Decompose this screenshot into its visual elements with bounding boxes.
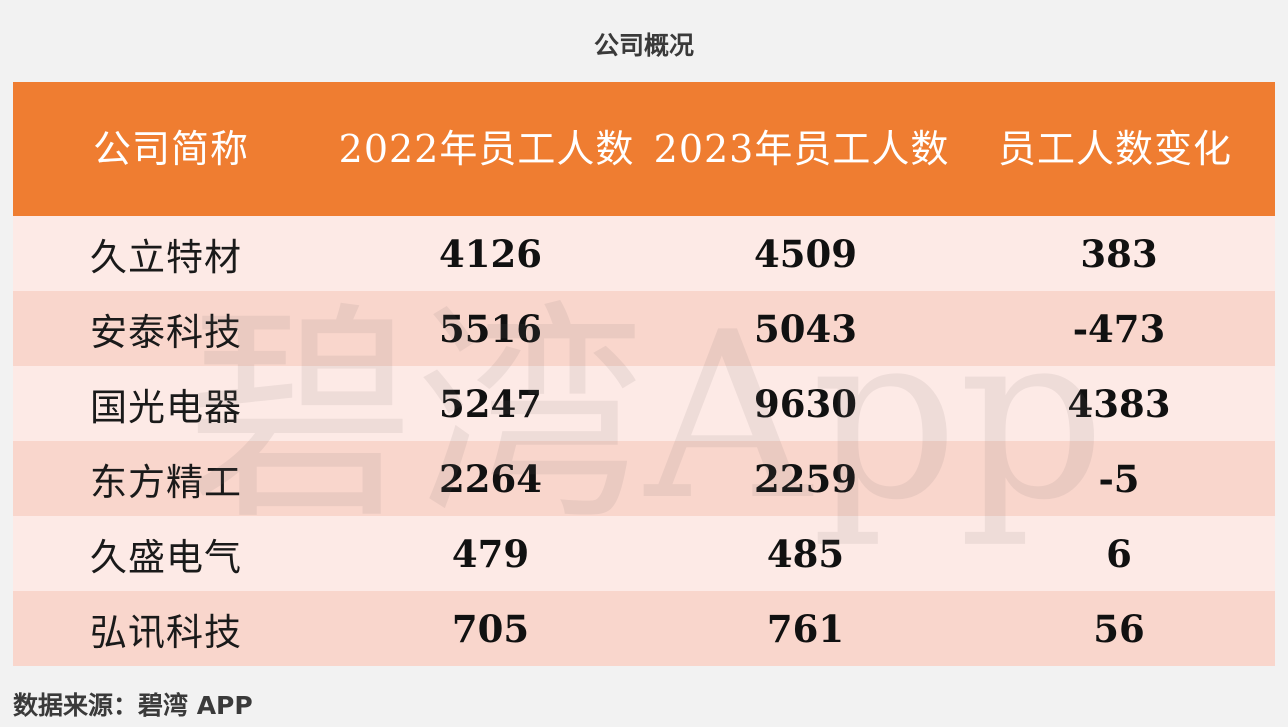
header-2023-employees: 2023年员工人数 <box>653 127 950 171</box>
company-name-cell: 国光电器 <box>90 385 242 429</box>
employee-change-cell: 4383 <box>1067 381 1171 426</box>
employees-2023-cell: 761 <box>766 606 845 651</box>
data-table: 公司简称 2022年员工人数 2023年员工人数 员工人数变化 久立特材 412… <box>13 82 1275 666</box>
employee-change-cell: 56 <box>1093 606 1145 651</box>
header-employee-change: 员工人数变化 <box>997 127 1232 171</box>
employees-2023-cell: 5043 <box>754 306 857 351</box>
header-2022-employees: 2022年员工人数 <box>338 127 635 171</box>
company-name-cell: 安泰科技 <box>90 310 242 354</box>
table-row: 久立特材 4126 4509 383 <box>13 216 1275 291</box>
table-row: 久盛电气 479 485 6 <box>13 516 1275 591</box>
employee-change-cell: 383 <box>1080 231 1158 276</box>
company-name-cell: 东方精工 <box>90 460 242 504</box>
employees-2023-cell: 2259 <box>754 456 857 501</box>
employees-2022-cell: 5516 <box>439 306 542 351</box>
data-source-note: 数据来源：碧湾 APP <box>13 691 253 720</box>
table-header-row: 公司简称 2022年员工人数 2023年员工人数 员工人数变化 <box>13 82 1275 216</box>
company-name-cell: 弘讯科技 <box>90 610 242 654</box>
company-name-cell: 久盛电气 <box>90 535 242 579</box>
employees-2022-cell: 2264 <box>439 456 542 501</box>
employees-2022-cell: 479 <box>451 531 530 576</box>
employee-change-cell: -5 <box>1098 456 1140 501</box>
employees-2023-cell: 9630 <box>754 381 857 426</box>
employees-2022-cell: 4126 <box>439 231 542 276</box>
table-row: 弘讯科技 705 761 56 <box>13 591 1275 666</box>
table-row: 国光电器 5247 9630 4383 <box>13 366 1275 441</box>
employees-2023-cell: 4509 <box>754 231 857 276</box>
table-row: 安泰科技 5516 5043 -473 <box>13 291 1275 366</box>
header-company: 公司简称 <box>92 127 249 171</box>
chart-title: 公司概况 <box>593 31 694 60</box>
employees-2022-cell: 705 <box>451 606 530 651</box>
employee-change-cell: 6 <box>1106 531 1132 576</box>
table-row: 东方精工 2264 2259 -5 <box>13 441 1275 516</box>
employee-change-cell: -473 <box>1072 306 1166 351</box>
employees-2022-cell: 5247 <box>439 381 542 426</box>
company-name-cell: 久立特材 <box>90 235 242 279</box>
employees-2023-cell: 485 <box>766 531 845 576</box>
